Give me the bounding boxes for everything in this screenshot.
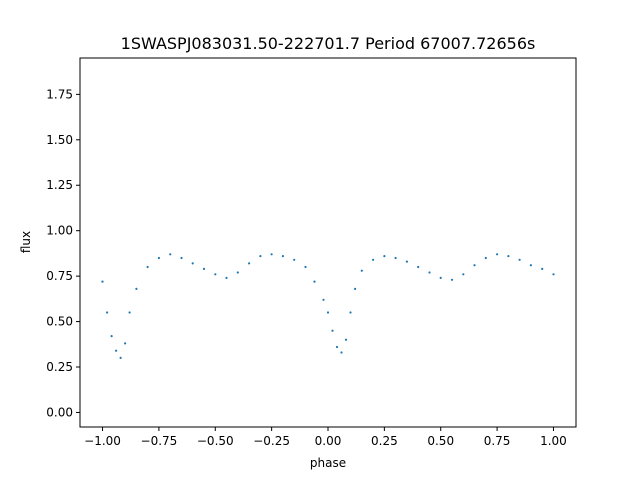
data-point: [383, 255, 386, 258]
y-axis-ticks: 0.00 0.25 0.50 0.75 1.00 1.25 1.50 1.75: [46, 87, 80, 419]
y-tick-label: 0.25: [46, 360, 73, 374]
y-tick-label: 0.00: [46, 405, 73, 419]
data-point: [293, 258, 296, 261]
x-tick-label: 0.00: [315, 434, 342, 448]
data-point: [128, 311, 131, 314]
data-point: [417, 265, 420, 269]
y-tick-label: 0.75: [46, 269, 73, 283]
x-tick-label: 0.75: [484, 434, 511, 448]
data-point: [360, 269, 363, 272]
x-tick-label: −0.50: [197, 434, 234, 448]
y-tick-label: 1.00: [46, 224, 73, 238]
data-point: [462, 273, 465, 276]
data-point: [225, 276, 228, 279]
data-point: [101, 280, 104, 283]
data-point: [313, 280, 316, 283]
x-tick-label: 0.50: [427, 434, 454, 448]
scatter-points: [101, 253, 555, 359]
data-point: [326, 311, 330, 314]
data-point: [304, 265, 307, 269]
x-tick-label: −1.00: [84, 434, 121, 448]
data-point: [202, 267, 206, 270]
data-point: [335, 345, 339, 349]
x-tick-label: 1.00: [540, 434, 567, 448]
data-point: [340, 351, 343, 354]
data-point: [169, 253, 172, 256]
data-point: [529, 264, 533, 267]
y-tick-label: 1.25: [46, 178, 73, 192]
data-point: [484, 256, 487, 260]
plot-frame: [79, 57, 577, 428]
data-point: [354, 287, 357, 290]
data-point: [496, 253, 499, 256]
data-point: [236, 271, 239, 274]
data-point: [106, 311, 109, 314]
x-axis-label: phase: [310, 456, 346, 470]
data-point: [322, 298, 325, 301]
data-point: [405, 260, 408, 263]
data-point: [119, 356, 122, 359]
y-tick-label: 1.75: [46, 87, 73, 101]
data-point: [214, 273, 217, 276]
data-point: [349, 311, 352, 314]
x-tick-label: −0.25: [253, 434, 290, 448]
data-point: [191, 262, 194, 265]
data-point: [270, 253, 273, 256]
y-tick-label: 1.50: [46, 133, 73, 147]
data-point: [450, 278, 454, 281]
data-point: [180, 256, 183, 260]
data-point: [372, 258, 375, 261]
data-point: [507, 255, 510, 258]
data-point: [331, 329, 334, 332]
data-point: [541, 267, 544, 270]
chart-title: 1SWASPJ083031.50-222701.7 Period 67007.7…: [121, 34, 536, 53]
data-point: [394, 256, 397, 260]
y-axis-label: flux: [19, 231, 33, 253]
data-point: [281, 255, 284, 258]
data-point: [552, 273, 555, 276]
data-point: [115, 349, 118, 352]
data-point: [110, 335, 113, 338]
data-point: [259, 255, 262, 258]
x-tick-label: 0.25: [371, 434, 398, 448]
data-point: [135, 287, 138, 290]
data-point: [473, 264, 476, 267]
data-point: [344, 338, 348, 341]
data-point: [157, 256, 160, 260]
data-point: [439, 276, 442, 279]
y-tick-label: 0.50: [46, 315, 73, 329]
data-point: [146, 265, 149, 269]
data-point: [124, 342, 127, 345]
data-point: [428, 271, 431, 274]
x-tick-label: −0.75: [141, 434, 178, 448]
data-point: [518, 258, 521, 261]
data-point: [248, 262, 251, 265]
x-axis-ticks: −1.00 −0.75 −0.50 −0.25 0.00 0.25 0.50 0.75 1.00: [84, 427, 567, 448]
